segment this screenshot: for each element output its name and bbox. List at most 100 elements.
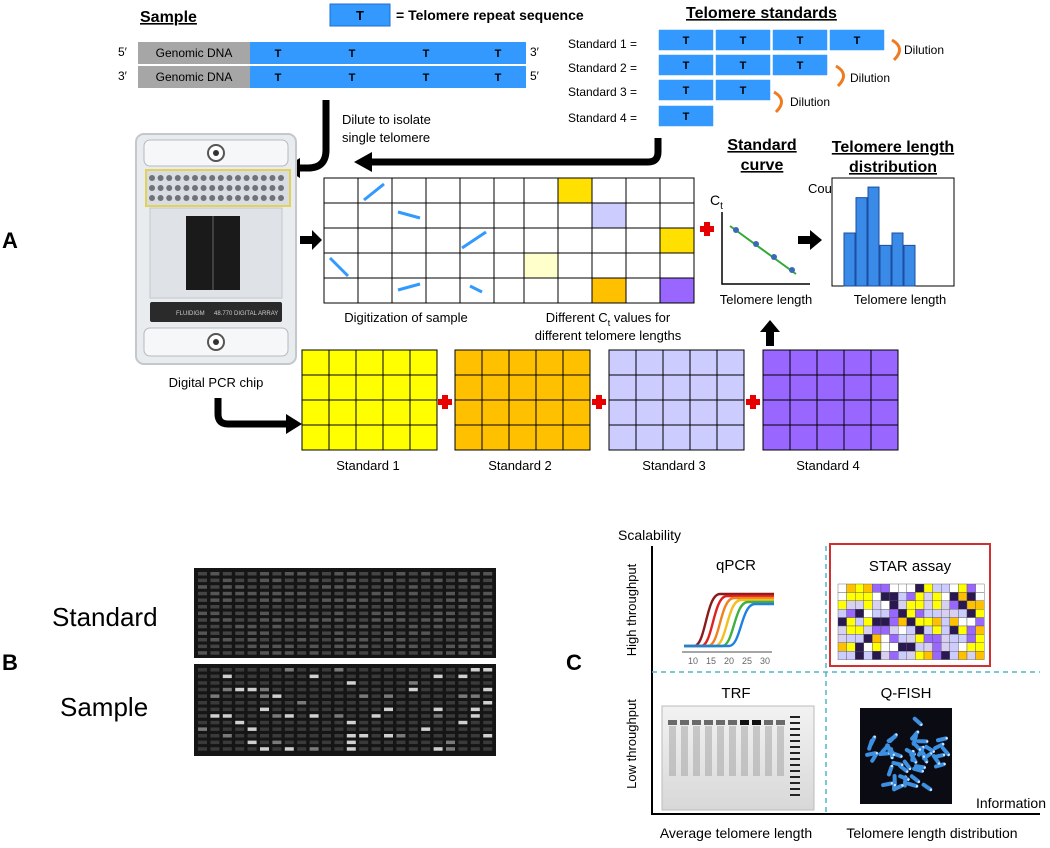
panel-b-letter: B [2, 650, 18, 675]
grid-cell [523, 177, 559, 204]
grid-cell [625, 177, 661, 204]
qpcr-tick: 10 [688, 656, 698, 666]
qpcr-curves [684, 592, 774, 648]
grid-cell [493, 252, 529, 279]
grid-cell [508, 424, 537, 451]
grid-cell [454, 374, 483, 401]
grid-cell [459, 177, 495, 204]
dilute-note-line-2: single telomere [342, 130, 430, 145]
genomic-dna-block [138, 66, 250, 88]
grid-cell [608, 424, 637, 451]
ct-values-grid [523, 177, 695, 304]
grid-cell [323, 277, 359, 304]
sample-image-label: Sample [60, 692, 148, 722]
histogram-bar [891, 232, 904, 287]
grid-cell [659, 177, 695, 204]
grid-cell [357, 227, 393, 254]
arrow-right-icon [300, 230, 322, 250]
grid-cell [591, 202, 627, 229]
grid-cell [493, 177, 529, 204]
qfish-label: Q-FISH [881, 685, 932, 702]
grid-cell [382, 374, 411, 401]
standard-repeat-block [657, 53, 715, 77]
grid-cell [689, 374, 718, 401]
grid-cell [355, 374, 384, 401]
grid-cell [816, 399, 845, 426]
grid-cell [523, 227, 559, 254]
chip-arrow-head [286, 414, 302, 434]
standard-curve-point [733, 227, 739, 233]
ct-caption-line-2: different telomere lengths [535, 328, 682, 343]
telomere-molecule [363, 182, 385, 202]
histogram-bar [903, 244, 916, 287]
grid-cell [508, 349, 537, 376]
grid-cell [816, 374, 845, 401]
standard-curve-title-2: curve [741, 157, 784, 174]
high-throughput-label: High throughput [624, 563, 639, 656]
repeat-letter: T [797, 60, 804, 72]
grid-cell [409, 374, 438, 401]
distribution-title-2: distribution [849, 159, 937, 176]
grid-cell [591, 252, 627, 279]
repeat-letter: T [495, 72, 502, 84]
grid-cell [425, 252, 461, 279]
grid-cell [562, 424, 591, 451]
trf-label: TRF [721, 685, 750, 702]
dna-left-end: 3′ [118, 69, 128, 83]
grid-cell [762, 399, 791, 426]
dna-left-end: 5′ [118, 45, 128, 59]
genomic-dna-block [138, 42, 250, 64]
grid-cell [301, 424, 330, 451]
telomere-molecule [461, 230, 487, 250]
grid-cell [870, 374, 899, 401]
standard-curve-point [771, 254, 777, 260]
standard-image-label: Standard [52, 602, 158, 632]
grid-cell [493, 227, 529, 254]
grid-cell [789, 424, 818, 451]
dna-row: 5′ Genomic DNA T T T T 3′ [118, 42, 540, 64]
grid-cell [635, 424, 664, 451]
grid-cell [323, 202, 359, 229]
grid-cell [591, 177, 627, 204]
grid-cell [659, 202, 695, 229]
standard-repeat-block [714, 28, 772, 52]
standard-label: Standard 3 = [568, 85, 637, 99]
dilution-label: Dilution [850, 71, 890, 85]
digitization-caption: Digitization of sample [344, 310, 468, 325]
grid-cell [328, 424, 357, 451]
grid-cell [608, 374, 637, 401]
grid-cell [425, 227, 461, 254]
grid-cell [843, 374, 872, 401]
repeat-letter: T [683, 35, 690, 47]
standards-arrow-head [354, 152, 372, 172]
standards-ladder: Standard 1 = Standard 2 = Standard 3 = S… [568, 37, 637, 125]
standard-repeat-block [828, 28, 886, 52]
low-throughput-label: Low throughput [624, 699, 639, 789]
grid-cell [635, 374, 664, 401]
grid-cell [481, 399, 510, 426]
distribution-title-1: Telomere length [832, 139, 954, 156]
grid-cell [557, 252, 593, 279]
grid-cell [493, 277, 529, 304]
grid-cell [689, 399, 718, 426]
grid-cell [659, 227, 695, 254]
grid-cell [323, 177, 359, 204]
grid-cell [635, 349, 664, 376]
standard-repeat-block [657, 104, 715, 128]
scalability-axis-title: Scalability [618, 527, 681, 543]
genomic-dna-label: Genomic DNA [156, 46, 233, 60]
grid-cell [355, 424, 384, 451]
arrow-up-icon [760, 320, 780, 346]
grid-cell [382, 349, 411, 376]
repeat-letter: T [275, 72, 282, 84]
repeat-letter: T [423, 72, 430, 84]
grid-cell [328, 349, 357, 376]
grid-cell [762, 349, 791, 376]
grid-cell [391, 277, 427, 304]
standard-grid-label: Standard 1 [336, 458, 400, 473]
panel-c-axes [651, 546, 1040, 815]
standard-repeat-block [657, 78, 715, 102]
plus-icon [438, 395, 452, 409]
standards-arrow [370, 138, 662, 166]
